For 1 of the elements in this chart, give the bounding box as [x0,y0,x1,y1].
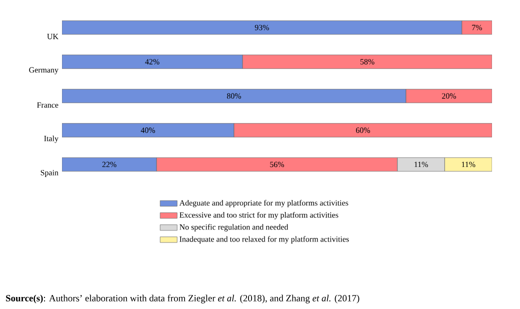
text: Source(s): Authors’ elaboration with data from Ziegler et al. (2018), and Zhang et al. (2017) [6,294,360,304]
